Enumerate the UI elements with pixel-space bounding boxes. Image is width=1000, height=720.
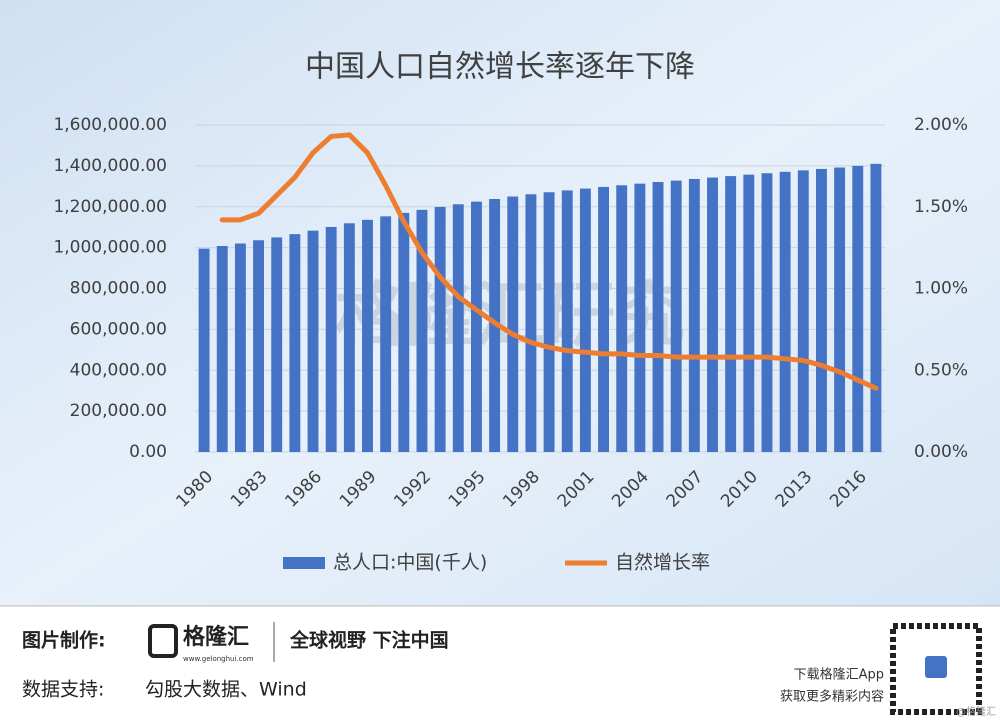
y-tick-label: 1,600,000.00 [53, 115, 167, 135]
bar [670, 180, 682, 452]
bar [598, 186, 609, 452]
bar [380, 216, 392, 452]
bar [253, 240, 264, 452]
app-line2: 获取更多精彩内容 [780, 689, 884, 705]
y2-tick-label: 0.50% [914, 360, 968, 380]
bar [216, 245, 228, 452]
bar [198, 248, 210, 452]
y-tick-label: 200,000.00 [70, 401, 167, 421]
bar [779, 171, 791, 452]
bar [398, 212, 410, 452]
bar [688, 178, 700, 452]
bar [507, 196, 519, 452]
bar [725, 176, 737, 452]
bar [797, 170, 809, 452]
bar [525, 194, 537, 452]
y2-tick-label: 1.00% [914, 279, 968, 299]
y2-tick-label: 1.50% [914, 197, 968, 217]
legend-label: 总人口:中国(千人) [333, 552, 487, 574]
bar [452, 204, 464, 452]
bar [834, 167, 846, 452]
chart-title: 中国人口自然增长率逐年下降 [305, 50, 695, 85]
source-label: 数据支持: [22, 679, 104, 701]
bar [416, 209, 428, 452]
bar [707, 177, 718, 453]
y2-tick-label: 0.00% [914, 442, 968, 462]
y-tick-label: 0.00 [129, 442, 167, 462]
bar [307, 230, 319, 452]
bar [325, 226, 337, 452]
bar [543, 192, 555, 452]
slogan: 全球视野 下注中国 [289, 629, 449, 652]
bar [289, 234, 301, 452]
bar [579, 188, 591, 453]
bar [234, 243, 246, 452]
source: 勾股大数据、Wind [145, 679, 307, 701]
bar [870, 163, 882, 453]
bar [471, 201, 482, 452]
brand-url: www.gelonghui.com [183, 655, 254, 663]
bar [561, 190, 573, 452]
bar [743, 174, 755, 452]
y-tick-label: 1,400,000.00 [53, 156, 167, 176]
y-tick-label: 800,000.00 [70, 279, 167, 299]
y-tick-label: 1,200,000.00 [53, 197, 167, 217]
line [219, 132, 879, 391]
y2-tick-label: 2.00% [914, 115, 968, 135]
credit: @格隆汇 [956, 705, 996, 718]
bar [434, 206, 446, 452]
maker-label: 图片制作: [22, 629, 106, 652]
bar [616, 185, 628, 452]
y-tick-label: 600,000.00 [70, 319, 167, 339]
bar [271, 237, 283, 452]
legend-label: 自然增长率 [615, 552, 710, 574]
bar [652, 182, 664, 452]
brand: 格隆汇 [183, 624, 249, 650]
legend-swatch [283, 557, 325, 569]
bar [362, 219, 373, 452]
bar [852, 165, 864, 452]
bar [761, 173, 773, 453]
bar [816, 168, 827, 453]
app-line1: 下载格隆汇App [794, 667, 884, 683]
bar [343, 223, 355, 452]
brand-logo [148, 624, 178, 658]
bar [634, 183, 646, 452]
y-tick-label: 400,000.00 [70, 360, 167, 380]
qr-logo [925, 656, 947, 678]
y-tick-label: 1,000,000.00 [53, 238, 167, 258]
